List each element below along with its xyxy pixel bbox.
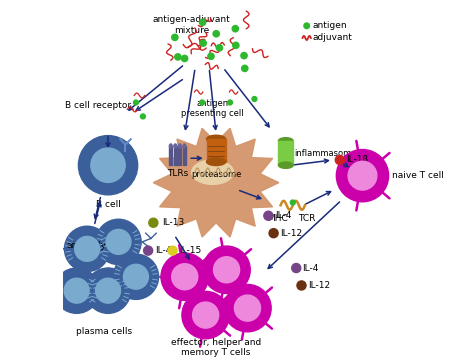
Circle shape [200, 40, 206, 46]
Circle shape [91, 148, 125, 182]
Circle shape [175, 54, 181, 60]
Ellipse shape [178, 144, 181, 148]
Circle shape [235, 295, 261, 321]
Circle shape [75, 236, 100, 261]
Circle shape [161, 253, 209, 300]
Ellipse shape [279, 138, 293, 144]
Text: IL-4: IL-4 [302, 264, 319, 273]
Circle shape [96, 219, 141, 265]
Ellipse shape [207, 158, 226, 166]
Circle shape [233, 42, 239, 48]
Circle shape [200, 19, 206, 26]
Bar [178, 146, 181, 165]
Text: IL-1β: IL-1β [346, 156, 368, 165]
Text: IL-12: IL-12 [308, 281, 330, 290]
Circle shape [292, 264, 301, 273]
Text: naive T cell: naive T cell [392, 171, 444, 180]
Circle shape [264, 211, 273, 220]
Ellipse shape [207, 135, 226, 143]
Circle shape [140, 114, 146, 119]
Text: IL-13: IL-13 [162, 218, 184, 227]
Circle shape [200, 100, 205, 105]
Circle shape [78, 136, 137, 195]
Circle shape [228, 100, 232, 105]
Text: B cell receptor: B cell receptor [64, 101, 131, 110]
Circle shape [168, 246, 177, 255]
Circle shape [182, 55, 188, 62]
Text: effector, helper and
memory T cells: effector, helper and memory T cells [171, 338, 261, 357]
Circle shape [213, 257, 239, 283]
Text: IL-15: IL-15 [180, 246, 202, 255]
Ellipse shape [169, 144, 172, 148]
Bar [169, 146, 172, 165]
Circle shape [241, 52, 247, 59]
Circle shape [269, 229, 278, 238]
Bar [183, 146, 186, 165]
Bar [174, 146, 177, 165]
Circle shape [208, 53, 214, 60]
Ellipse shape [191, 160, 234, 184]
Text: IL-12: IL-12 [280, 229, 302, 238]
Text: plasma cells: plasma cells [76, 327, 133, 336]
Circle shape [54, 268, 100, 313]
Text: antigen-adjuvant
mixture: antigen-adjuvant mixture [153, 15, 230, 35]
Text: IL-4: IL-4 [155, 246, 172, 255]
Circle shape [203, 246, 250, 293]
Ellipse shape [183, 144, 186, 148]
Text: proteasome: proteasome [191, 170, 241, 179]
Circle shape [149, 218, 158, 227]
Text: adjuvant: adjuvant [313, 34, 353, 43]
Circle shape [172, 264, 198, 290]
Text: TLRs: TLRs [167, 169, 188, 178]
Circle shape [252, 96, 257, 101]
Circle shape [113, 254, 159, 299]
Circle shape [348, 161, 377, 190]
Text: inflammasome: inflammasome [294, 148, 357, 157]
Circle shape [64, 278, 89, 303]
Text: IL-4: IL-4 [274, 211, 291, 220]
Bar [207, 139, 226, 162]
Text: antigen
presenting cell: antigen presenting cell [181, 99, 244, 118]
Text: B cell: B cell [96, 200, 120, 209]
Circle shape [297, 281, 306, 290]
Circle shape [224, 284, 271, 332]
Text: MHC: MHC [267, 214, 287, 223]
Circle shape [134, 100, 138, 105]
Circle shape [304, 23, 310, 29]
Circle shape [213, 31, 219, 37]
Circle shape [172, 34, 178, 40]
Text: TCR: TCR [298, 214, 315, 223]
Ellipse shape [279, 162, 293, 168]
Circle shape [216, 45, 223, 51]
Circle shape [192, 302, 219, 328]
Circle shape [96, 278, 120, 303]
Text: antibody: antibody [66, 241, 106, 250]
Circle shape [144, 246, 153, 255]
Circle shape [242, 65, 248, 71]
Circle shape [106, 230, 131, 255]
Circle shape [335, 156, 344, 165]
Circle shape [291, 200, 295, 205]
Circle shape [337, 149, 389, 202]
Circle shape [64, 226, 110, 271]
Circle shape [182, 291, 229, 339]
Ellipse shape [174, 144, 177, 148]
Circle shape [85, 268, 131, 313]
Circle shape [232, 26, 238, 32]
Polygon shape [154, 128, 279, 237]
Circle shape [123, 264, 148, 289]
Bar [279, 141, 293, 165]
Text: antigen: antigen [313, 21, 347, 30]
